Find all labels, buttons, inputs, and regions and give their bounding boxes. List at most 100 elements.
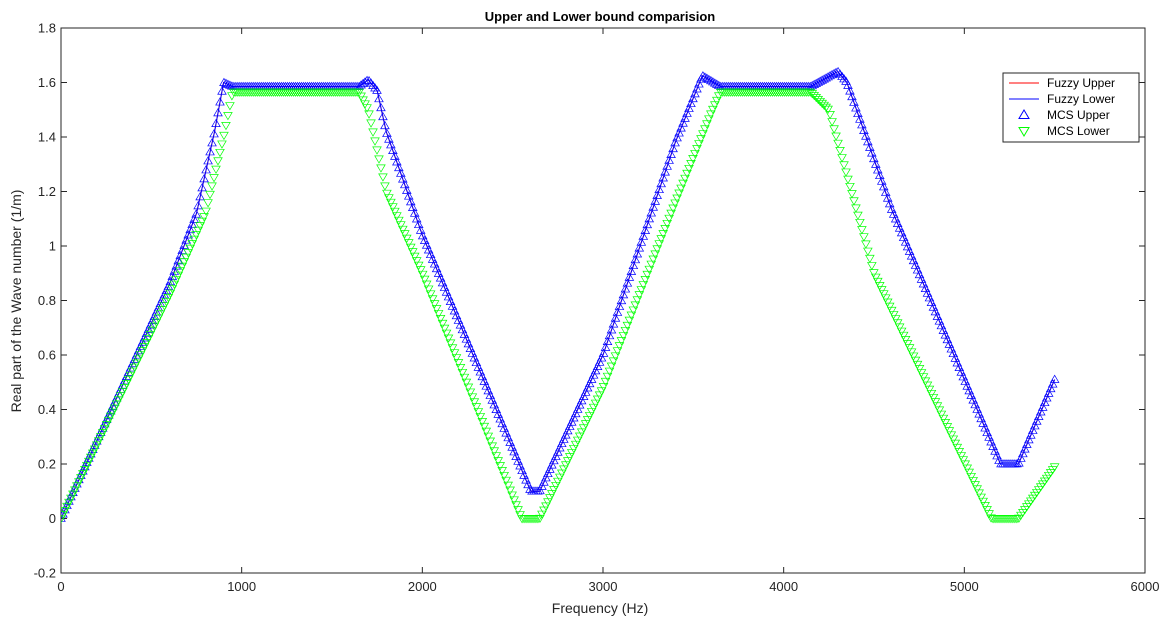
data-point [900, 237, 911, 246]
data-point [851, 204, 861, 213]
data-point [143, 324, 154, 333]
data-point [392, 212, 402, 221]
data-point [384, 194, 394, 203]
data-point [678, 118, 688, 127]
data-point [515, 461, 525, 470]
data-point [674, 189, 684, 198]
data-point [547, 460, 557, 469]
data-point [970, 399, 980, 409]
data-point [463, 339, 474, 348]
data-point [423, 285, 434, 294]
data-point [930, 307, 941, 316]
data-point [662, 219, 672, 229]
data-point [523, 479, 533, 489]
data-point [878, 182, 889, 191]
data-point [847, 91, 857, 101]
data-point [439, 282, 450, 291]
data-point [91, 436, 102, 445]
data-point [916, 369, 927, 378]
data-point [634, 291, 645, 300]
data-point [207, 138, 217, 147]
data-point [64, 496, 74, 505]
data-point [223, 112, 233, 121]
data-point [441, 287, 452, 296]
data-point [135, 341, 146, 350]
data-point [197, 217, 207, 226]
data-point [433, 268, 444, 277]
x-tick-label: 6000 [1131, 579, 1160, 594]
data-point [580, 387, 591, 396]
data-point [511, 451, 521, 460]
data-point [415, 225, 426, 234]
data-point [1029, 421, 1040, 430]
data-point [912, 360, 923, 370]
data-point [219, 131, 229, 141]
data-point [441, 329, 452, 338]
data-point [537, 481, 547, 490]
data-point [962, 464, 973, 473]
data-point [654, 184, 664, 194]
data-point [107, 401, 118, 411]
data-point [672, 194, 682, 203]
data-point [399, 230, 410, 239]
y-axis-label: Real part of the Wave number (1/m) [8, 190, 24, 413]
data-point [362, 104, 372, 113]
data-point [89, 440, 100, 449]
data-point [898, 331, 909, 341]
data-point [620, 326, 631, 336]
data-point [191, 231, 201, 240]
data-point [533, 486, 543, 495]
data-point [1041, 393, 1052, 402]
data-point [660, 167, 670, 176]
data-point [704, 74, 714, 83]
data-point [890, 214, 901, 223]
data-point [421, 280, 432, 289]
data-point [827, 118, 837, 127]
data-point [533, 515, 543, 524]
data-point [378, 111, 388, 121]
data-point [499, 423, 509, 432]
data-point [976, 493, 986, 502]
data-point [930, 398, 941, 407]
data-point [201, 207, 211, 216]
data-point [555, 443, 565, 452]
data-point [928, 394, 939, 403]
data-point [556, 438, 567, 448]
data-point [215, 148, 225, 158]
x-tick-label: 2000 [408, 579, 437, 594]
data-point [960, 376, 971, 385]
legend: Fuzzy Upper Fuzzy Lower MCS Upper MCS Lower [1002, 72, 1140, 143]
data-point [833, 66, 843, 76]
data-point [918, 279, 929, 288]
data-point [413, 219, 424, 229]
data-point [405, 243, 416, 252]
y-tick-label: 0.4 [38, 402, 56, 417]
data-point [839, 161, 849, 170]
data-point [370, 83, 380, 92]
data-point [95, 427, 106, 436]
data-point [425, 249, 436, 259]
data-point [439, 324, 450, 333]
data-point [704, 115, 714, 124]
data-point [888, 311, 899, 320]
data-point [167, 271, 178, 280]
data-point [451, 310, 462, 320]
y-tick-label: 0.2 [38, 457, 56, 472]
data-point [374, 155, 384, 164]
data-point [368, 80, 378, 89]
data-point [656, 235, 666, 244]
data-point [425, 290, 436, 299]
data-point [640, 276, 651, 285]
data-point [874, 170, 885, 180]
data-point [215, 97, 225, 106]
data-point [213, 108, 223, 117]
data-point [968, 395, 978, 404]
data-point [211, 165, 221, 174]
data-point [831, 67, 841, 76]
data-point [360, 77, 370, 86]
data-point [978, 418, 988, 427]
data-point [564, 421, 575, 430]
data-point [644, 265, 655, 274]
data-point [501, 476, 511, 486]
data-point [445, 339, 456, 348]
